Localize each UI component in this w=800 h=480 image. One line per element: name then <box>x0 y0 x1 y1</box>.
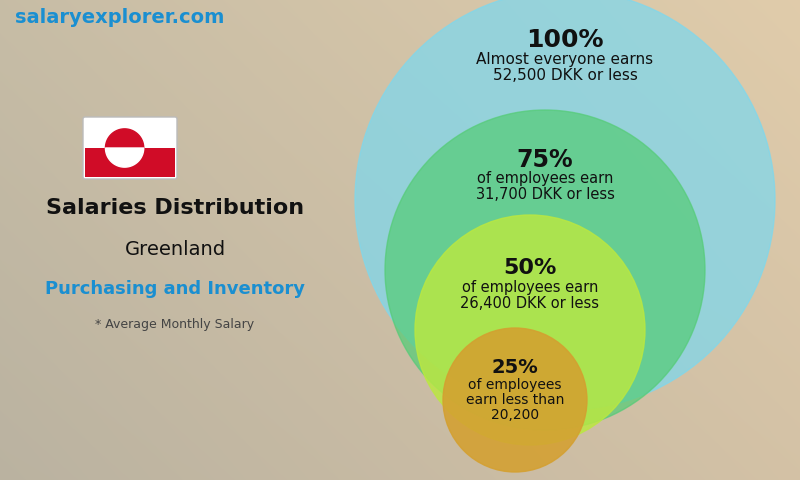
Text: 25%: 25% <box>492 358 538 377</box>
Text: Greenland: Greenland <box>125 240 226 259</box>
Text: 26,400 DKK or less: 26,400 DKK or less <box>461 296 599 311</box>
Text: 20,200: 20,200 <box>491 408 539 422</box>
Text: Salaries Distribution: Salaries Distribution <box>46 198 304 218</box>
Polygon shape <box>106 148 144 167</box>
Text: Almost everyone earns: Almost everyone earns <box>477 52 654 67</box>
Text: 31,700 DKK or less: 31,700 DKK or less <box>475 187 614 202</box>
Circle shape <box>355 0 775 410</box>
Text: Purchasing and Inventory: Purchasing and Inventory <box>45 280 305 298</box>
Polygon shape <box>106 129 144 148</box>
Text: earn less than: earn less than <box>466 393 564 407</box>
Circle shape <box>385 110 705 430</box>
Circle shape <box>415 215 645 445</box>
Text: * Average Monthly Salary: * Average Monthly Salary <box>95 318 254 331</box>
Text: of employees earn: of employees earn <box>477 171 613 186</box>
Text: 100%: 100% <box>526 28 604 52</box>
Bar <box>85 148 175 177</box>
Bar <box>85 119 175 148</box>
Text: of employees: of employees <box>468 378 562 392</box>
Text: 50%: 50% <box>503 258 557 278</box>
Circle shape <box>443 328 587 472</box>
FancyBboxPatch shape <box>83 117 177 179</box>
Text: of employees earn: of employees earn <box>462 280 598 295</box>
Text: salaryexplorer.com: salaryexplorer.com <box>15 8 224 27</box>
Text: 52,500 DKK or less: 52,500 DKK or less <box>493 68 638 83</box>
Text: 75%: 75% <box>517 148 574 172</box>
